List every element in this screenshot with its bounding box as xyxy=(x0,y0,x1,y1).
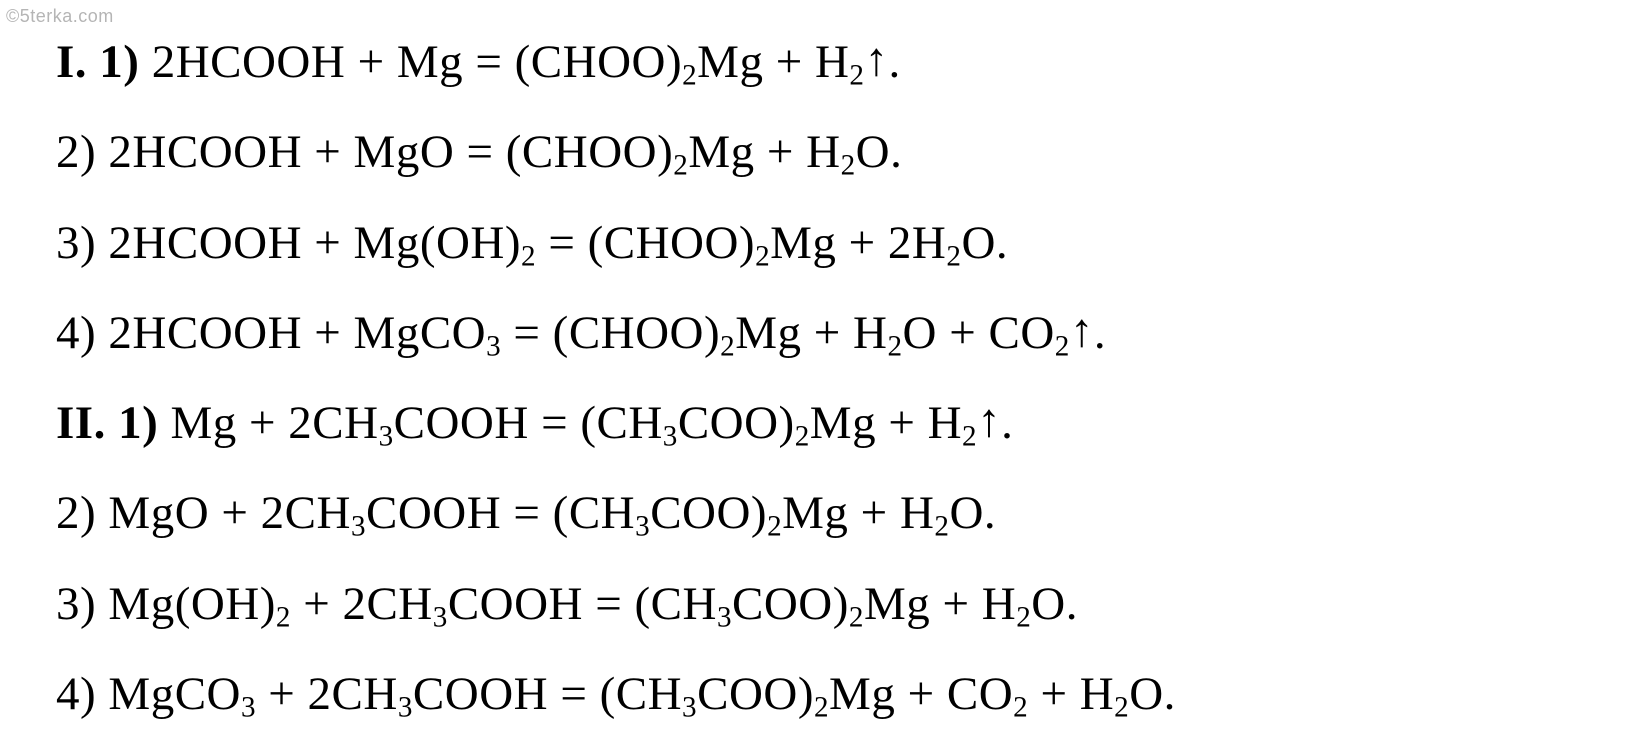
equation-line: 3) 2HCOOH + Mg(OH)2 = (CHOO)2Mg + 2H2O. xyxy=(56,205,1610,295)
equations-block: I. 1) 2HCOOH + Mg = (CHOO)2Mg + H2↑. 2) … xyxy=(56,24,1610,746)
equation-line: 4) 2HCOOH + MgCO3 = (CHOO)2Mg + H2O + CO… xyxy=(56,295,1610,385)
equation-line: 4) MgCO3 + 2CH3COOH = (CH3COO)2Mg + CO2 … xyxy=(56,656,1610,746)
equation-line: II. 1) Mg + 2CH3COOH = (CH3COO)2Mg + H2↑… xyxy=(56,385,1610,475)
equation-line: 3) Mg(OH)2 + 2CH3COOH = (CH3COO)2Mg + H2… xyxy=(56,566,1610,656)
equation-line: 2) 2HCOOH + MgO = (CHOO)2Mg + H2O. xyxy=(56,114,1610,204)
equation-line: 2) MgO + 2CH3COOH = (CH3COO)2Mg + H2O. xyxy=(56,475,1610,565)
equation-line: I. 1) 2HCOOH + Mg = (CHOO)2Mg + H2↑. xyxy=(56,24,1610,114)
